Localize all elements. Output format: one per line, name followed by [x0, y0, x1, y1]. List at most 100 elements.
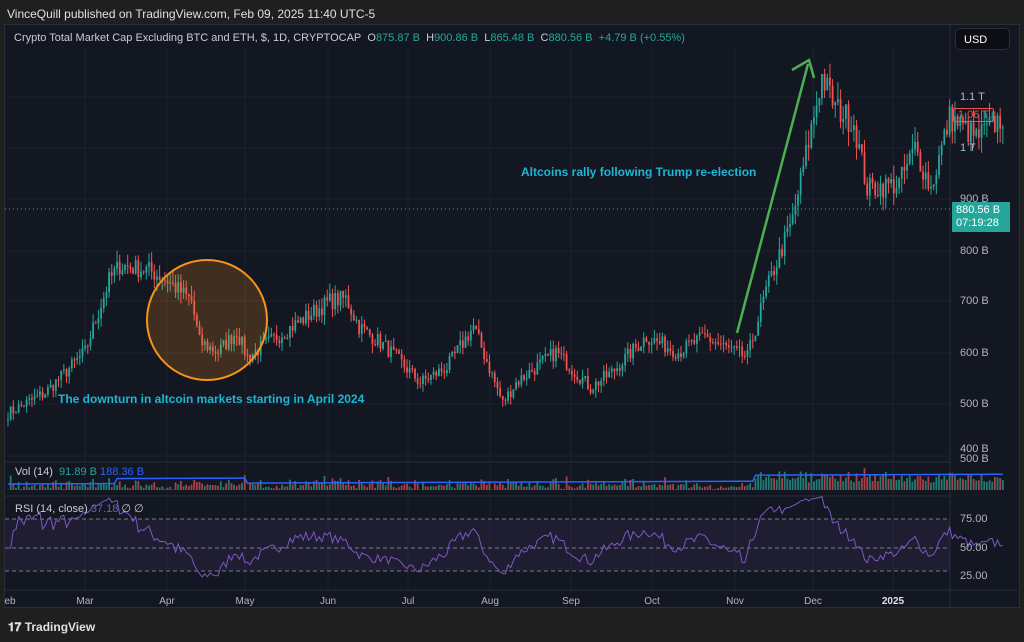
candle-body — [467, 336, 470, 341]
annotation-circle — [146, 259, 268, 381]
candle-body — [371, 334, 374, 345]
candle-body — [783, 232, 786, 257]
volume-bar — [698, 486, 701, 490]
volume-bar — [613, 484, 616, 490]
volume-bar — [789, 479, 791, 490]
volume-bar — [33, 485, 36, 490]
candle-body — [241, 336, 243, 345]
volume-bar — [706, 486, 709, 490]
candle-body — [142, 271, 145, 273]
candle-body — [821, 74, 823, 99]
candle-body — [778, 249, 781, 268]
volume-bar — [185, 484, 188, 490]
volume-bar — [360, 483, 363, 490]
candle-body — [515, 382, 517, 390]
tradingview-logo[interactable]: 𝟏𝟕 TradingView — [8, 620, 95, 635]
candle-body — [653, 338, 656, 343]
candle-body — [876, 195, 879, 197]
volume-bar — [616, 485, 619, 490]
volume-bar — [693, 484, 696, 490]
candle-body — [759, 303, 762, 322]
volume-bar — [81, 483, 84, 490]
candle-body — [281, 337, 283, 344]
candle-body — [690, 340, 693, 342]
candle-body — [320, 308, 323, 316]
rsi-tick: 50.00 — [960, 542, 988, 554]
volume-bar — [403, 484, 406, 490]
candle-body — [930, 186, 932, 189]
volume-bar — [594, 482, 597, 490]
candle-body — [440, 368, 443, 372]
candle-body — [350, 308, 353, 315]
rsi-tick: 25.00 — [960, 570, 988, 582]
volume-bar — [765, 477, 767, 490]
volume-bar — [688, 488, 690, 490]
volume-bar — [390, 480, 392, 490]
volume-bar — [438, 484, 440, 490]
volume-bar — [900, 475, 903, 490]
time-tick: Jun — [319, 596, 337, 607]
candle-body — [749, 340, 752, 351]
volume-bar — [270, 487, 273, 490]
volume-bar — [988, 480, 991, 490]
volume-bar — [565, 476, 568, 490]
candle-body — [118, 261, 121, 274]
candle-body — [488, 362, 491, 374]
volume-bar — [475, 485, 478, 490]
volume-bar — [382, 483, 384, 490]
candle-body — [110, 272, 113, 276]
volume-bar — [307, 481, 310, 490]
candle-body — [294, 320, 297, 331]
volume-bar — [432, 486, 435, 490]
candle-body — [520, 375, 523, 385]
volume-bar — [624, 478, 627, 490]
volume-bar — [182, 486, 185, 490]
candle-body — [424, 375, 427, 379]
candle-body — [305, 310, 307, 324]
volume-bar — [770, 478, 773, 490]
volume-bar — [145, 484, 148, 490]
candle-body — [738, 346, 741, 348]
currency-button[interactable]: USD — [955, 28, 1010, 50]
low-label: L — [484, 32, 491, 44]
candle-body — [767, 275, 770, 287]
volume-bar — [158, 487, 161, 490]
volume-bar — [640, 486, 642, 490]
volume-bar — [54, 480, 57, 490]
volume-bar — [946, 479, 948, 490]
candle-body — [656, 338, 658, 341]
volume-bar — [86, 487, 89, 490]
candle-body — [658, 340, 661, 344]
volume-bar — [148, 485, 150, 490]
volume-bar — [124, 484, 126, 490]
change-value: +4.79 B (+0.55%) — [598, 32, 685, 44]
volume-bar — [347, 479, 350, 490]
candle-body — [946, 129, 948, 135]
volume-bar — [626, 486, 629, 490]
candle-body — [273, 334, 275, 336]
volume-bar — [629, 479, 632, 490]
volume-bar — [536, 480, 539, 490]
candle-body — [328, 293, 331, 301]
volume-bar — [890, 479, 893, 490]
volume-bar — [217, 485, 220, 490]
candle-body — [565, 354, 568, 370]
volume-bar — [879, 476, 882, 490]
candle-body — [28, 398, 31, 400]
volume-bar — [416, 483, 419, 490]
candle-body — [347, 295, 350, 309]
volume-bar — [650, 484, 653, 490]
volume-bar — [84, 484, 87, 490]
volume-bar — [278, 488, 281, 490]
volume-bar — [142, 487, 145, 490]
volume-bar — [310, 486, 313, 490]
candle-body — [773, 271, 775, 276]
volume-bar — [685, 480, 688, 490]
volume-bar — [488, 481, 491, 490]
candle-body — [517, 382, 520, 385]
volume-bar — [203, 486, 206, 490]
chart-frame[interactable] — [4, 24, 1020, 608]
volume-bar — [297, 488, 299, 490]
candle-body — [78, 356, 81, 359]
